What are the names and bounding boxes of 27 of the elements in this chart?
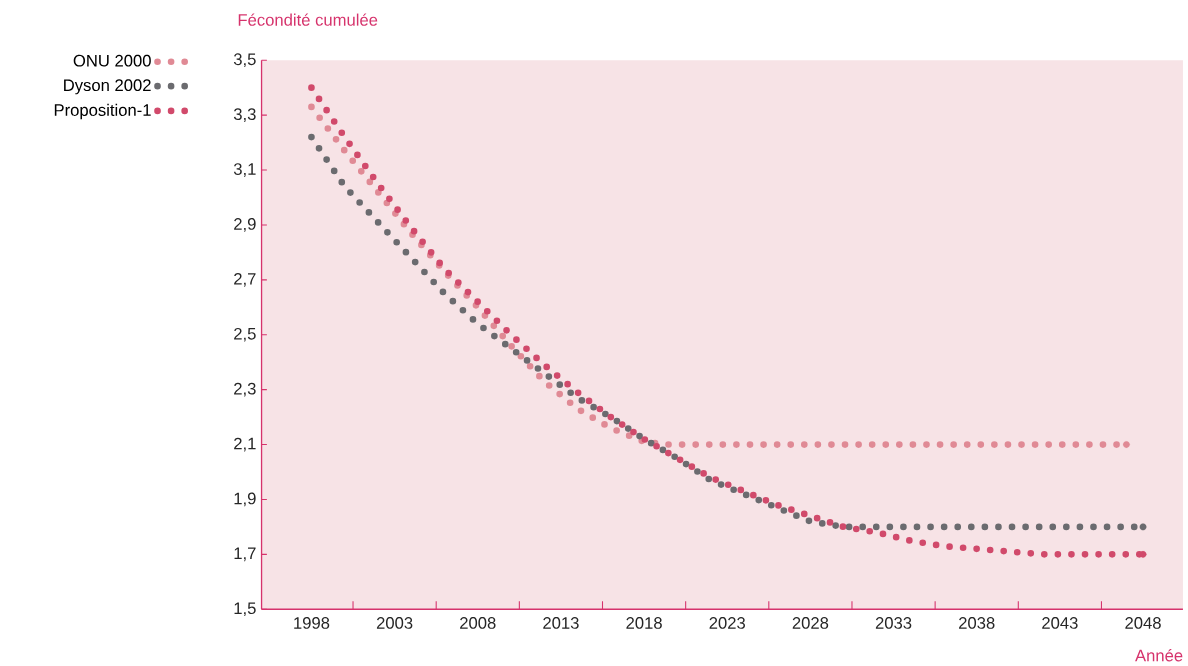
legend-label: Proposition-1 xyxy=(54,103,151,120)
y-tick-label: 2,1 xyxy=(234,437,256,452)
y-tick-label: 2,3 xyxy=(234,382,256,397)
y-tick-label: 1,9 xyxy=(234,492,256,507)
x-tick-label: 2048 xyxy=(1125,616,1161,629)
x-tick-label: 2043 xyxy=(1042,616,1078,629)
x-tick-label: 2008 xyxy=(460,616,496,629)
y-tick-label: 1,7 xyxy=(234,547,256,561)
legend-label: Dyson 2002 xyxy=(64,79,151,95)
x-tick-label: 2038 xyxy=(959,616,995,629)
x-tick-label: 2018 xyxy=(626,616,662,629)
x-tick-label: 1998 xyxy=(294,616,330,629)
y-tick-label: 3,5 xyxy=(233,53,256,67)
x-tick-label: 2028 xyxy=(792,616,829,629)
x-tick-label: 2033 xyxy=(875,616,912,629)
y-tick-label: 2,5 xyxy=(234,327,256,342)
x-tick-label: 2003 xyxy=(376,616,413,629)
y-axis-title: Fécondité cumulée xyxy=(238,13,378,26)
legend-label: ONU 2000 xyxy=(73,54,151,67)
y-tick-label: 2,9 xyxy=(234,217,256,232)
x-axis-title: Année xyxy=(1135,648,1183,662)
y-tick-label: 3,3 xyxy=(233,108,256,122)
y-tick-label: 3,1 xyxy=(233,163,256,177)
x-tick-label: 2013 xyxy=(543,616,579,629)
y-tick-label: 2,7 xyxy=(234,272,256,287)
x-tick-label: 2023 xyxy=(709,616,745,629)
y-tick-label: 1,5 xyxy=(234,602,256,616)
